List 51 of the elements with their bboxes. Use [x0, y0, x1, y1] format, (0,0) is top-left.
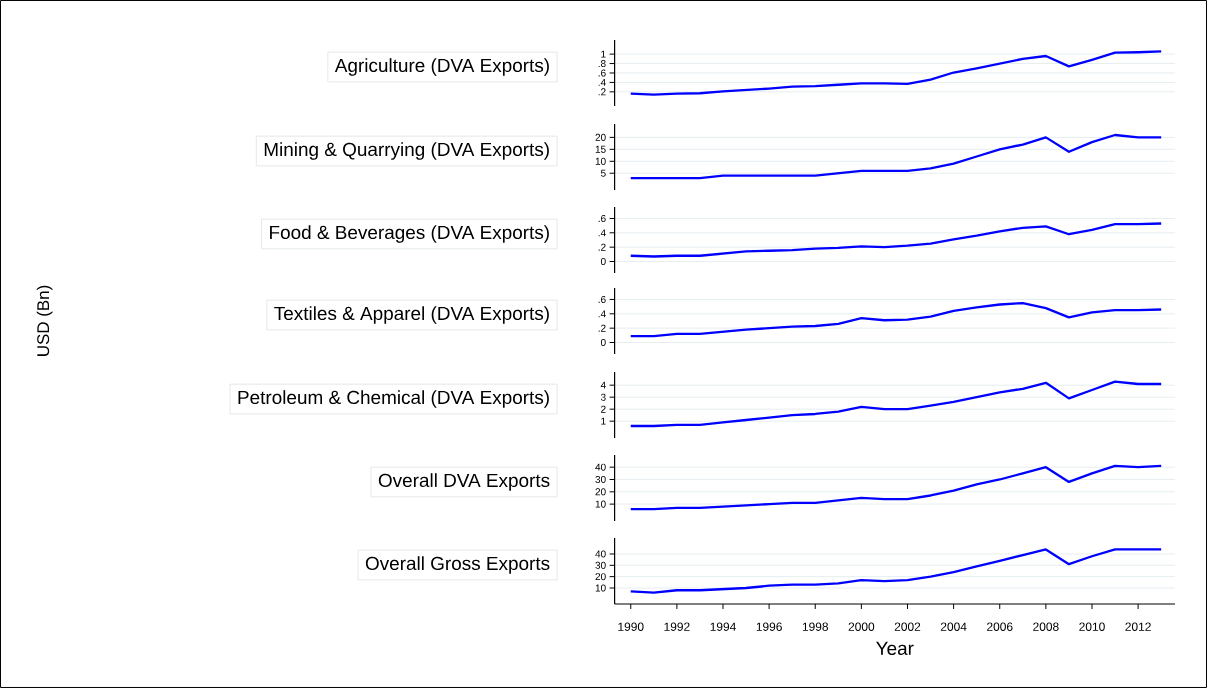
- y-tick-label: .6: [598, 295, 606, 303]
- y-tick-label: .2: [598, 243, 606, 251]
- y-tick-label: 20: [595, 573, 606, 581]
- text: Mining & Quarrying (DVA Exports): [264, 142, 549, 160]
- x-tick-label: 2000: [848, 622, 875, 631]
- y-tick-label: 40: [595, 550, 606, 558]
- text: Food & Beverages (DVA Exports): [270, 225, 549, 243]
- y-tick-label: 30: [595, 561, 606, 569]
- y-tick-label: 40: [595, 463, 606, 471]
- y-tick-label: .8: [598, 60, 606, 68]
- y-tick-label: 5: [600, 169, 606, 177]
- y-tick-label: 3: [600, 393, 606, 401]
- x-axis-title: Year: [876, 641, 914, 656]
- y-tick-label: 10: [595, 157, 606, 165]
- y-tick-label: 2: [601, 405, 606, 413]
- x-tick-label: 2004: [940, 622, 967, 631]
- y-tick-label: .2: [598, 88, 606, 96]
- x-tick-label: 2010: [1079, 622, 1105, 631]
- text: Textiles & Apparel (DVA Exports): [274, 306, 549, 324]
- y-tick-label: .6: [598, 69, 606, 77]
- text: Overall DVA Exports: [378, 473, 550, 491]
- y-tick-label: 10: [595, 500, 606, 508]
- text: Overall Gross Exports: [365, 556, 550, 574]
- x-tick-label: 2012: [1125, 622, 1151, 631]
- y-tick-label: 1: [601, 417, 606, 425]
- y-tick-label: 10: [595, 584, 606, 592]
- x-tick-label: 2008: [1033, 622, 1059, 631]
- x-tick-label: 2006: [987, 622, 1013, 631]
- y-tick-label: 20: [595, 488, 606, 496]
- y-tick-label: .4: [598, 78, 606, 86]
- x-tick-label: 1990: [618, 622, 644, 631]
- y-tick-label: 1: [601, 50, 606, 58]
- text: Petroleum & Chemical (DVA Exports): [238, 390, 549, 408]
- y-tick-label: .4: [598, 310, 606, 318]
- y-tick-label: 4: [600, 381, 606, 389]
- y-axis-title: USD (Bn): [36, 285, 53, 356]
- y-tick-label: 0: [600, 257, 606, 266]
- y-tick-label: 15: [595, 145, 606, 153]
- x-tick-label: 1994: [710, 622, 736, 631]
- x-tick-label: 1996: [756, 622, 782, 631]
- x-tick-label: 1992: [664, 622, 690, 631]
- x-tick-label: 1998: [802, 622, 829, 631]
- y-tick-label: 30: [595, 475, 606, 484]
- line-series: [629, 380, 1163, 428]
- y-tick-label: .6: [598, 214, 606, 222]
- y-tick-label: .4: [598, 229, 606, 237]
- y-tick-label: .2: [598, 324, 606, 332]
- y-tick-label: 0: [600, 338, 606, 347]
- x-tick-label: 2002: [894, 622, 921, 631]
- y-tick-label: 20: [595, 133, 606, 141]
- text: Agriculture (DVA Exports): [334, 58, 549, 76]
